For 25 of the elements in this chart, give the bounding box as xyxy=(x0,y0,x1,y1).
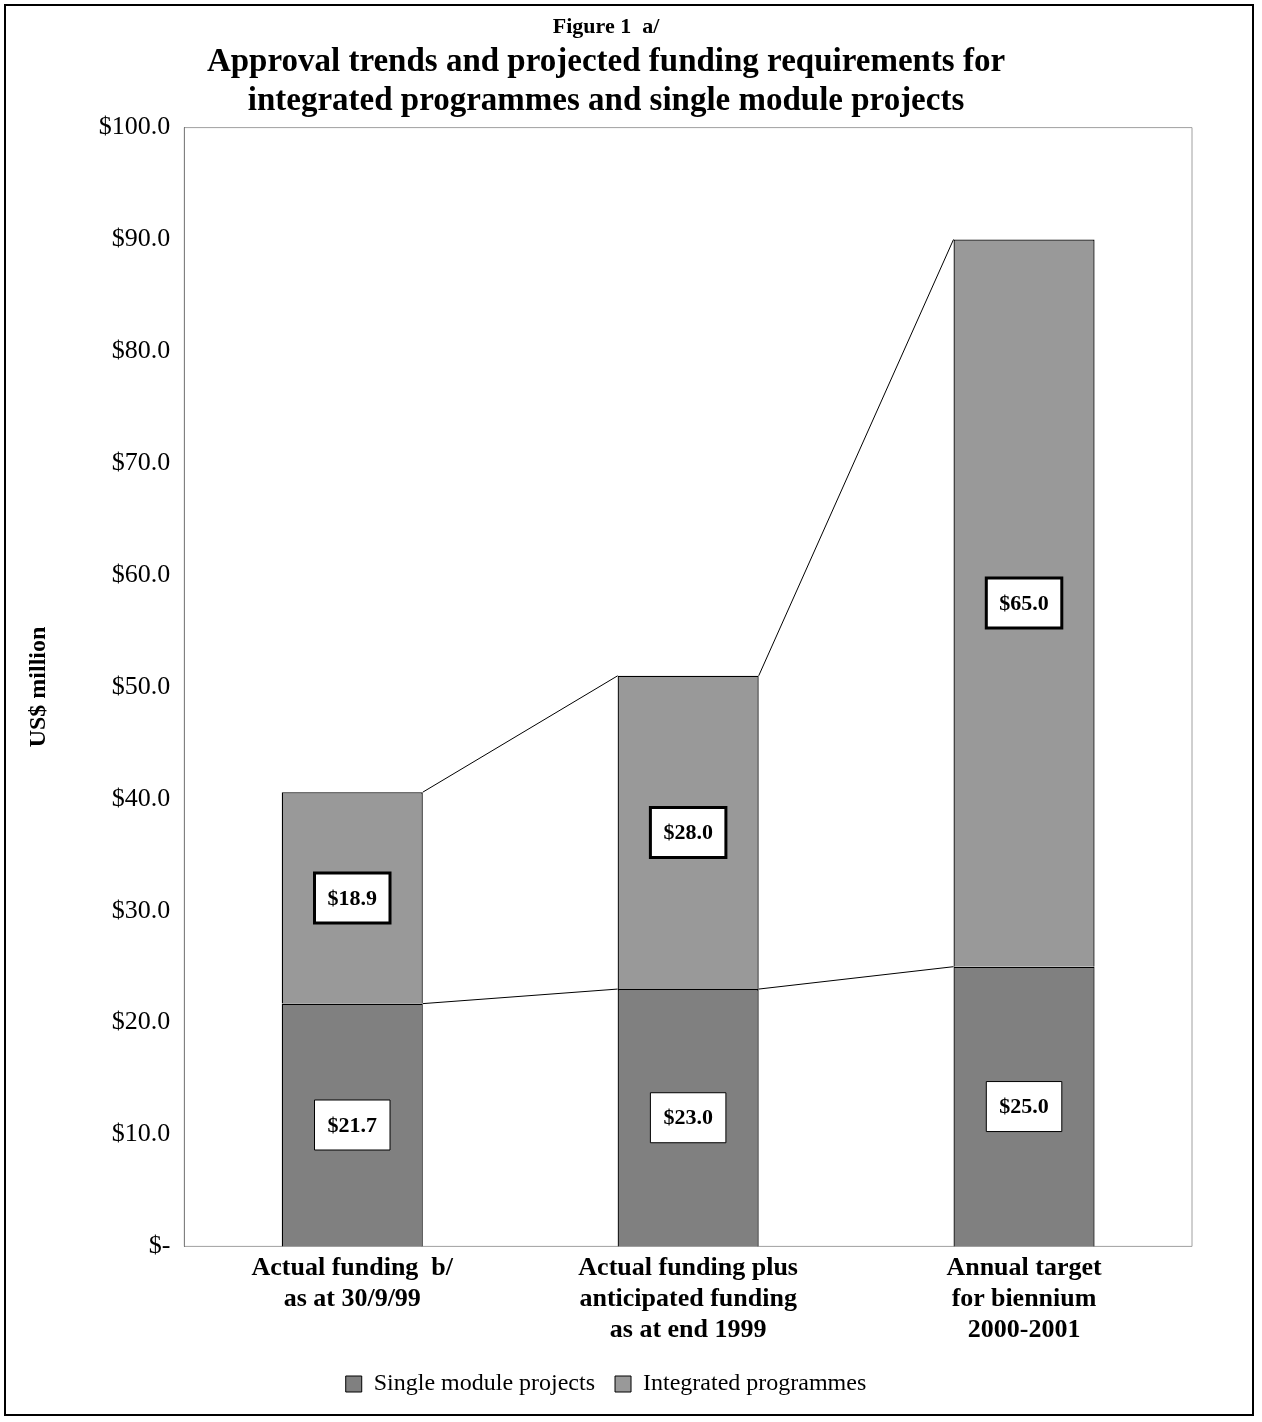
y-tick-label: $80.0 xyxy=(111,335,171,365)
y-tick-label: $60.0 xyxy=(111,558,171,588)
y-axis-title: US$ million xyxy=(23,626,50,748)
chart-subtitle: Approval trends and projected funding requirements for integrated programmes and single module projects xyxy=(206,41,1006,118)
chart-title: Figure 1 a/ xyxy=(552,12,661,38)
legend-label: Single module projects xyxy=(373,1369,596,1396)
data-label: $23.0 xyxy=(663,1104,713,1130)
y-tick-label: $40.0 xyxy=(111,782,171,812)
legend-label: Integrated programmes xyxy=(643,1369,867,1396)
y-tick-label: $30.0 xyxy=(111,894,171,924)
data-label: $28.0 xyxy=(663,819,713,845)
y-tick-label: $90.0 xyxy=(111,223,171,253)
y-tick-label: $70.0 xyxy=(111,447,171,477)
y-tick-label: $100.0 xyxy=(98,111,171,141)
y-tick-label: $10.0 xyxy=(111,1118,171,1148)
x-tick-label: Annual target for biennium 2000-2001 xyxy=(946,1251,1103,1344)
data-label: $25.0 xyxy=(999,1093,1049,1119)
y-tick-label: $50.0 xyxy=(111,670,171,700)
y-tick-label: $- xyxy=(148,1230,171,1260)
data-label: $18.9 xyxy=(327,884,377,910)
data-label: $65.0 xyxy=(999,589,1049,615)
data-label: $21.7 xyxy=(327,1111,377,1137)
x-tick-label: Actual funding plus anticipated funding as at end 1999 xyxy=(578,1251,798,1344)
x-tick-label: Actual funding b/ as at 30/9/99 xyxy=(251,1251,454,1312)
y-tick-label: $20.0 xyxy=(111,1006,171,1036)
